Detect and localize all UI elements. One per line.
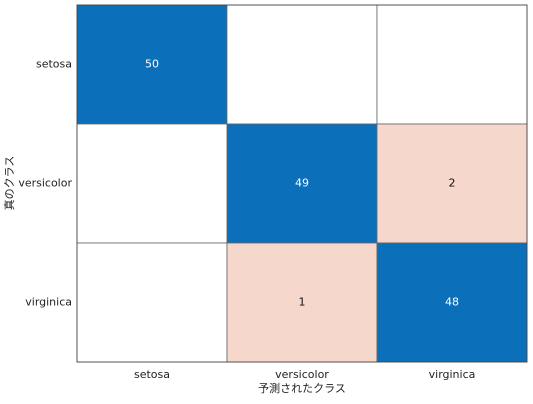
empty-cell (226, 4, 378, 125)
empty-cell (76, 123, 228, 244)
y-axis-label: 真のクラス (2, 156, 16, 211)
y-tick-label: virginica (25, 296, 72, 309)
y-tick-label: versicolor (18, 177, 72, 190)
x-tick-label: setosa (134, 368, 170, 381)
cell (226, 242, 378, 363)
x-tick-label: virginica (429, 368, 476, 381)
cell-label: 50 (145, 58, 159, 71)
x-axis-label: 予測されたクラス (258, 381, 346, 395)
cell-label: 1 (299, 296, 306, 309)
cell-label: 48 (445, 296, 459, 309)
empty-cell (376, 4, 528, 125)
cell (376, 123, 528, 244)
x-tick-label: versicolor (275, 368, 329, 381)
empty-cell (76, 242, 228, 363)
cell-label: 49 (295, 177, 309, 190)
cell-label: 2 (449, 177, 456, 190)
y-tick-label: setosa (36, 58, 72, 71)
cell (226, 123, 378, 244)
cell (76, 4, 228, 125)
cell (376, 242, 528, 363)
plot-border (76, 4, 528, 363)
